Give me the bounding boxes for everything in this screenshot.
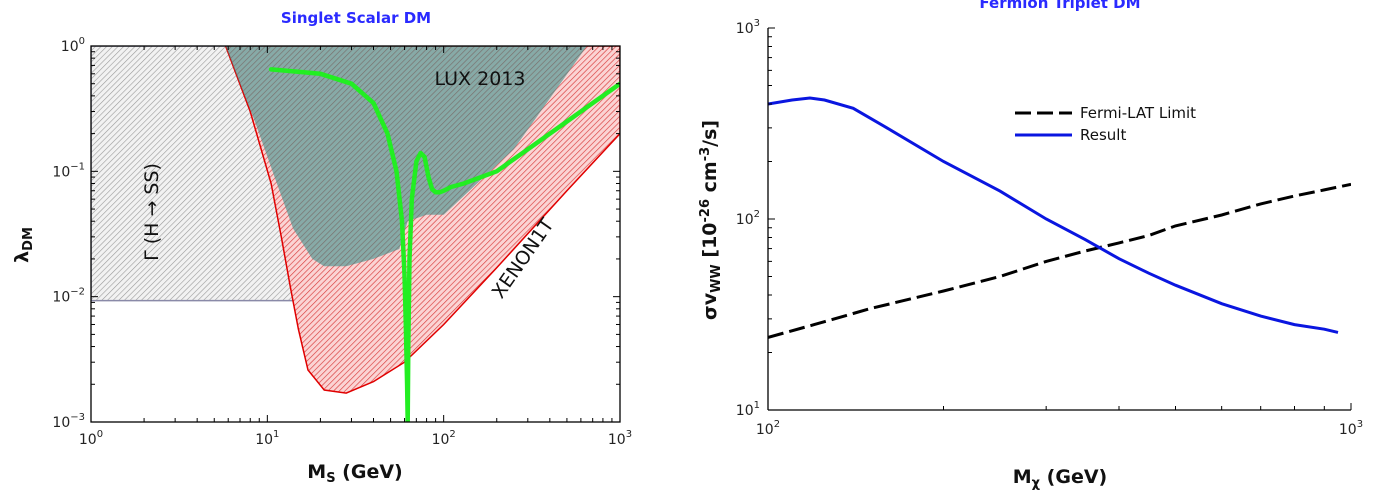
left-axis-ticks: 100 101 102 103 10−3 10−2 10−1 100: [52, 36, 632, 448]
right-legend: Fermi-LAT Limit Result: [1015, 104, 1196, 144]
left-y-tick-label: 100: [61, 36, 85, 55]
left-y-tick-label: 10−3: [52, 412, 85, 431]
right-y-tick-label: 101: [736, 400, 760, 419]
left-chart: Singlet Scalar DM 100 101 102 10310−310−210…: [11, 9, 632, 486]
left-chart-title: Singlet Scalar DM: [281, 9, 431, 27]
series-fermi-lat-limit: [768, 182, 1351, 339]
right-x-tick-label: 102: [756, 419, 780, 438]
right-chart-title: Fermion Triplet DM: [979, 0, 1140, 12]
left-y-tick-label: 10−2: [52, 287, 85, 306]
region-lux-2013: [225, 46, 587, 267]
left-plot-frame: [90, 45, 621, 423]
legend-label-fermi: Fermi-LAT Limit: [1080, 104, 1196, 122]
right-x-tick-label: 103: [1339, 419, 1363, 438]
right-y-axis-label: σvWW [10-26 cm-3/s]: [698, 120, 724, 320]
label-higgs-width: Γ (H → SS): [141, 163, 163, 261]
left-y-axis-label: λDM: [11, 227, 36, 263]
left-x-axis-label: MS (GeV): [307, 461, 402, 486]
left-x-tick-label: 103: [608, 429, 632, 448]
series-result: [768, 96, 1339, 334]
right-plot-area: [768, 96, 1351, 339]
left-plot-area: [91, 46, 620, 422]
left-x-tick-label: 100: [79, 429, 103, 448]
left-x-tick-label: 101: [255, 429, 279, 448]
left-x-tick-label: 102: [432, 429, 456, 448]
right-x-axis-label: Mχ (GeV): [1013, 466, 1107, 491]
series-relic-density-line: [268, 67, 620, 422]
right-y-tick-label: 103: [736, 18, 760, 37]
right-y-tick-label: 102: [736, 209, 760, 228]
left-y-tick-label: 10−1: [52, 161, 85, 180]
label-lux-2013: LUX 2013: [435, 68, 526, 90]
legend-label-result: Result: [1080, 126, 1126, 144]
